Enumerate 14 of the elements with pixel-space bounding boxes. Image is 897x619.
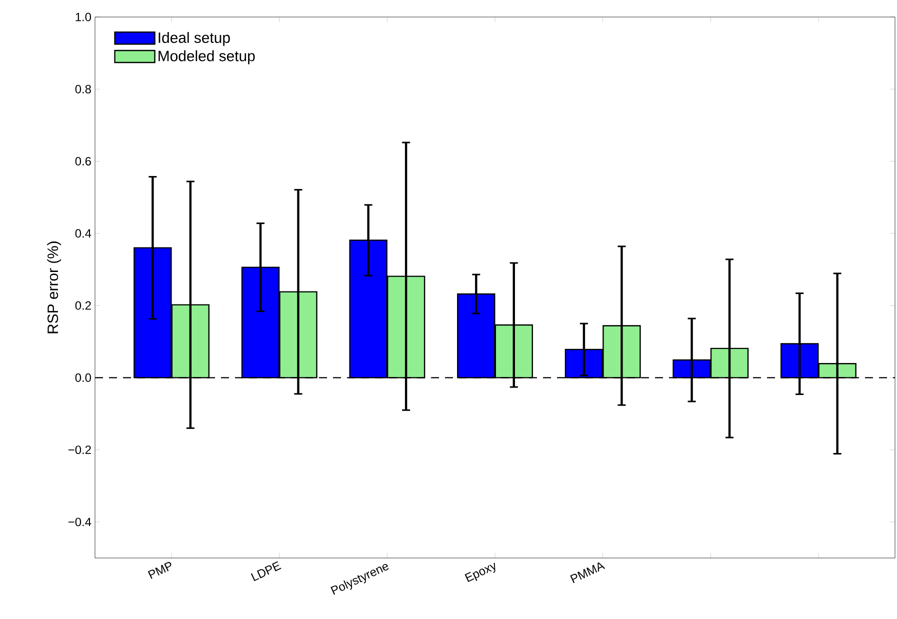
x-tick-label: Epoxy [464, 562, 496, 582]
legend-label: Modeled setup [158, 50, 255, 64]
y-tick-label: 0.6 [75, 157, 91, 166]
x-tick-label: PMP [148, 562, 172, 579]
y-tick-label: −0.2 [68, 446, 91, 454]
y-tick-label: −0.4 [68, 518, 92, 526]
y-tick-label: 0.4 [75, 229, 92, 238]
legend-label: Ideal setup [158, 32, 230, 46]
y-tick-label: 0.8 [75, 84, 91, 94]
y-tick-label: 0.2 [75, 301, 91, 310]
y-tick-label: 0.0 [75, 373, 92, 382]
x-tick-label: LDPE [250, 561, 282, 582]
y-axis-title: RSP error (%) [47, 242, 62, 334]
y-tick-label: 1.0 [76, 12, 92, 22]
